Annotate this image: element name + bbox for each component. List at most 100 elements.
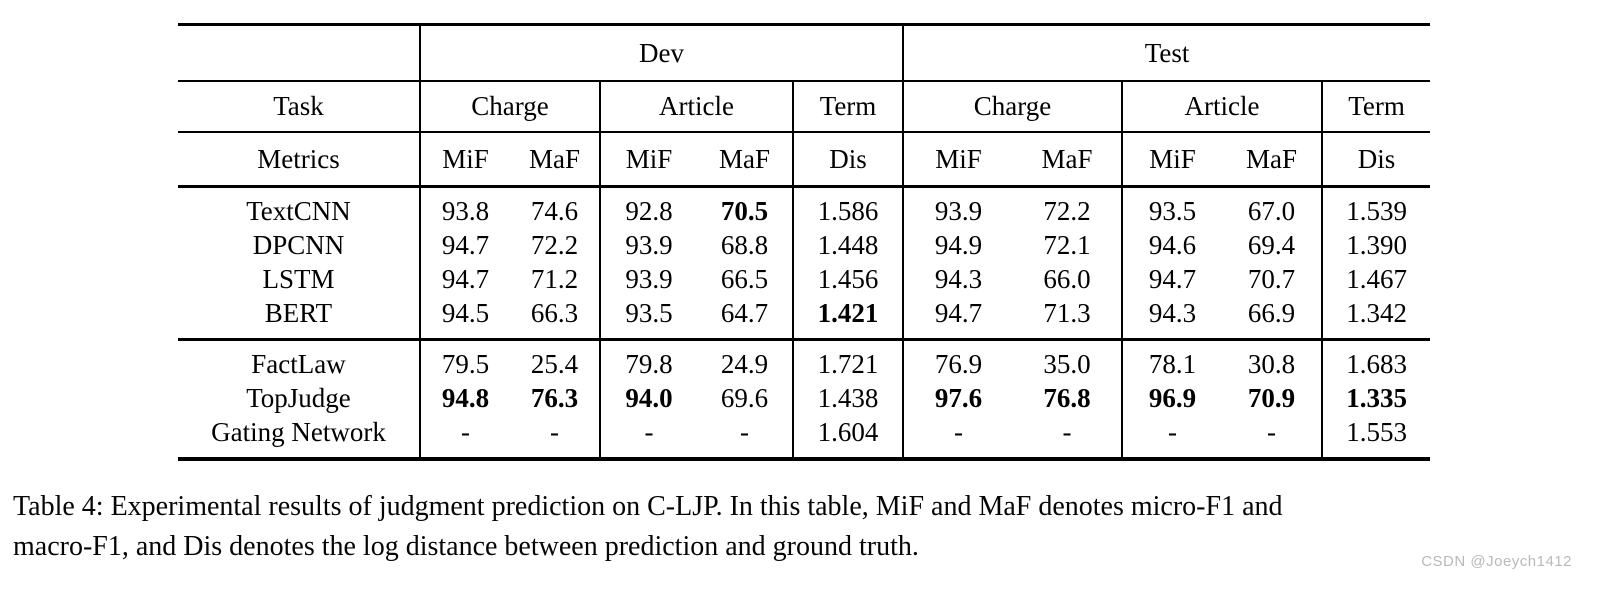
header-mif: MiF bbox=[1149, 143, 1196, 174]
header-empty-cell bbox=[178, 24, 421, 81]
header-task-row: Task Charge Article Term Charge Article … bbox=[178, 81, 1431, 132]
row-label: TopJudge bbox=[178, 381, 421, 415]
data-cell: 97.6 bbox=[934, 382, 983, 413]
header-metrics: Metrics bbox=[178, 132, 421, 187]
watermark: CSDN @Joeych1412 bbox=[1421, 553, 1572, 570]
data-cell: - bbox=[644, 416, 654, 447]
data-cell: 1.683 bbox=[1346, 348, 1407, 379]
row-label: FactLaw bbox=[178, 339, 421, 381]
table-row-lstm: LSTM 94.7 71.2 93.9 66.5 1.456 94.3 66.0… bbox=[178, 262, 1430, 296]
data-cell: 69.4 bbox=[1222, 228, 1324, 262]
data-cell: 66.9 bbox=[1222, 296, 1324, 340]
data-cell: 1.553 bbox=[1346, 416, 1407, 447]
data-cell: 67.0 bbox=[1222, 186, 1324, 228]
data-cell: 70.5 bbox=[697, 186, 794, 228]
data-cell: 1.604 bbox=[793, 415, 905, 459]
header-maf: MaF bbox=[1222, 132, 1324, 187]
row-label: DPCNN bbox=[178, 228, 421, 262]
table-row-textcnn: TextCNN 93.8 74.6 92.8 70.5 1.586 93.9 7… bbox=[178, 186, 1430, 228]
header-term-dev: Term bbox=[793, 81, 905, 132]
header-charge-test: Charge bbox=[903, 81, 1124, 132]
data-cell: 78.1 bbox=[1148, 348, 1197, 379]
table-row-dpcnn: DPCNN 94.7 72.2 93.9 68.8 1.448 94.9 72.… bbox=[178, 228, 1430, 262]
data-cell: 1.390 bbox=[1346, 229, 1407, 260]
data-cell: - bbox=[1168, 416, 1178, 447]
results-table: Dev Test Task Charge Article Term Charge… bbox=[178, 23, 1431, 461]
data-cell: - bbox=[1222, 415, 1324, 459]
header-maf: MaF bbox=[1013, 132, 1124, 187]
data-cell: 1.421 bbox=[793, 296, 905, 340]
row-label: Gating Network bbox=[178, 415, 421, 459]
caption-line-2: macro-F1, and Dis denotes the log distan… bbox=[13, 531, 919, 562]
data-cell: 1.438 bbox=[793, 381, 905, 415]
table-row-topjudge: TopJudge 94.8 76.3 94.0 69.6 1.438 97.6 … bbox=[178, 381, 1430, 415]
data-cell: 93.9 bbox=[625, 229, 673, 260]
header-split-row: Dev Test bbox=[178, 24, 1431, 81]
data-cell: 94.9 bbox=[934, 229, 983, 260]
data-cell: 66.5 bbox=[697, 262, 794, 296]
data-cell: 94.3 bbox=[1148, 297, 1197, 328]
data-cell: 1.539 bbox=[1346, 195, 1407, 226]
header-metrics-row: Metrics MiF MaF MiF MaF Dis MiF MaF MiF … bbox=[178, 132, 1431, 187]
data-cell: 71.3 bbox=[1013, 296, 1124, 340]
table-caption: Table 4: Experimental results of judgmen… bbox=[13, 487, 1593, 567]
data-cell: 25.4 bbox=[510, 339, 601, 381]
header-charge-dev: Charge bbox=[420, 81, 601, 132]
table-row-gating-network: Gating Network - - - - 1.604 - - - - 1.5… bbox=[178, 415, 1430, 459]
data-cell: - bbox=[461, 416, 470, 447]
data-cell: 70.9 bbox=[1222, 381, 1324, 415]
data-cell: 93.8 bbox=[441, 195, 490, 226]
data-cell: 96.9 bbox=[1148, 382, 1197, 413]
row-label: LSTM bbox=[178, 262, 421, 296]
header-mif: MiF bbox=[625, 143, 673, 174]
header-article-dev: Article bbox=[600, 81, 794, 132]
header-article-test: Article bbox=[1122, 81, 1324, 132]
data-cell: 92.8 bbox=[625, 195, 673, 226]
data-cell: 1.586 bbox=[793, 186, 905, 228]
data-cell: 93.9 bbox=[625, 263, 673, 294]
data-cell: 74.6 bbox=[510, 186, 601, 228]
results-table-container: Dev Test Task Charge Article Term Charge… bbox=[178, 23, 1431, 461]
data-cell: 94.8 bbox=[441, 382, 490, 413]
data-cell: 72.2 bbox=[1013, 186, 1124, 228]
header-dis: Dis bbox=[1357, 143, 1396, 174]
data-cell: 1.342 bbox=[1346, 297, 1407, 328]
header-mif: MiF bbox=[442, 143, 489, 174]
table-row-factlaw: FactLaw 79.5 25.4 79.8 24.9 1.721 76.9 3… bbox=[178, 339, 1430, 381]
header-maf: MaF bbox=[697, 132, 794, 187]
header-task: Task bbox=[178, 81, 421, 132]
header-test: Test bbox=[1144, 37, 1190, 68]
data-cell: 93.5 bbox=[625, 297, 673, 328]
data-cell: 66.0 bbox=[1013, 262, 1124, 296]
data-cell: 94.5 bbox=[441, 297, 490, 328]
row-label: TextCNN bbox=[178, 186, 421, 228]
data-cell: 94.7 bbox=[1148, 263, 1197, 294]
data-cell: - bbox=[1013, 415, 1124, 459]
data-cell: 72.1 bbox=[1013, 228, 1124, 262]
data-cell: 94.7 bbox=[441, 263, 490, 294]
data-cell: 94.7 bbox=[934, 297, 983, 328]
row-label: BERT bbox=[178, 296, 421, 340]
data-cell: 94.6 bbox=[1148, 229, 1197, 260]
data-cell: 94.0 bbox=[625, 382, 673, 413]
table-row-bert: BERT 94.5 66.3 93.5 64.7 1.421 94.7 71.3… bbox=[178, 296, 1431, 340]
header-dis: Dis bbox=[793, 132, 905, 187]
data-cell: 76.9 bbox=[934, 348, 983, 379]
data-cell: 1.456 bbox=[793, 262, 905, 296]
data-cell: 72.2 bbox=[510, 228, 601, 262]
data-cell: 94.7 bbox=[441, 229, 490, 260]
data-cell: 1.335 bbox=[1346, 382, 1407, 413]
data-cell: 76.8 bbox=[1013, 381, 1124, 415]
data-cell: 1.467 bbox=[1346, 263, 1407, 294]
data-cell: 64.7 bbox=[697, 296, 794, 340]
header-maf: MaF bbox=[510, 132, 601, 187]
data-cell: - bbox=[954, 416, 964, 447]
data-cell: 1.721 bbox=[793, 339, 905, 381]
data-cell: 71.2 bbox=[510, 262, 601, 296]
data-cell: 79.5 bbox=[441, 348, 490, 379]
data-cell: 68.8 bbox=[697, 228, 794, 262]
header-dev: Dev bbox=[420, 24, 905, 81]
data-cell: - bbox=[510, 415, 601, 459]
data-cell: 93.5 bbox=[1148, 195, 1197, 226]
header-mif: MiF bbox=[935, 143, 982, 174]
